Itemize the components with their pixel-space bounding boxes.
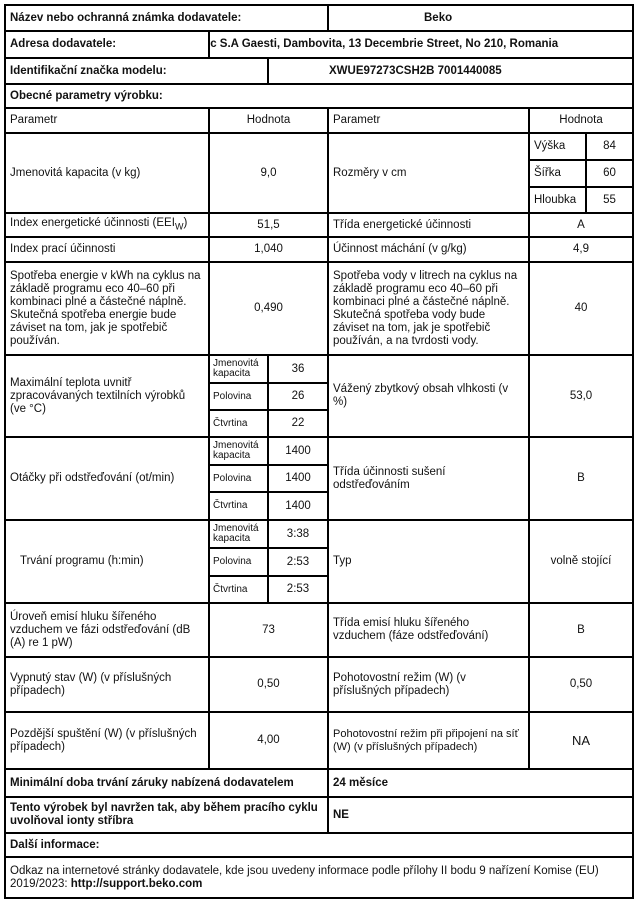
water-value: 40 [527,261,635,356]
supplier-name-label: Název nebo ochranná známka dodavatele: [4,4,329,32]
temperature-label: Maximální teplota uvnitř zpracovávaných … [4,354,210,438]
energy-label: Spotřeba energie v kWh na cyklus na zákl… [4,261,210,356]
product-information-sheet: Název nebo ochranná známka dodavatele: Be… [3,4,635,899]
moisture-value: 53,0 [527,354,635,438]
capacity-value: 9,0 [208,132,329,214]
water-label: Spotřeba vody v litrech na cyklus na zák… [327,261,530,356]
height-value: 84 [584,132,635,161]
dimensions-label: Rozměry v cm [327,132,530,214]
col-value-2: Hodnota [527,107,635,134]
duration-quarter: 2:53 [267,575,329,604]
spin-label: Otáčky při odstřeďování (ot/min) [4,436,210,521]
half-label: Polovina [208,464,269,493]
height-label: Výška [528,132,587,161]
type-label: Typ [327,519,530,604]
warranty-value: 24 měsíce [326,768,635,798]
model-id: XWUE97273CSH2B 7001440085 [266,57,635,85]
type-value: volně stojící [527,519,635,604]
energy-class-value: A [527,212,635,238]
noise-value: 73 [208,602,329,658]
half-label: Polovina [208,382,269,411]
noise-class-label: Třída emisí hluku šířeného vzduchem (fáz… [327,602,530,658]
more-info-title: Další informace: [3,832,635,858]
rinsing-label: Účinnost máchání (v g/kg) [327,236,530,263]
col-value: Hodnota [208,107,329,134]
quarter-label: Čtvrtina [208,575,269,604]
supplier-address-label: Adresa dodavatele: [4,30,210,59]
support-link[interactable]: http://support.beko.com [70,877,203,890]
temperature-quarter: 22 [267,409,329,438]
moisture-label: Vážený zbytkový obsah vlhkosti (v %) [327,354,530,438]
network-standby-label: Pohotovostní režim při připojení na síť … [327,711,530,770]
temperature-half: 26 [267,382,329,411]
rated-label: Jmenovitá kapacita [208,436,269,466]
eei-label: Index energetické účinnosti (EEIW) [4,212,210,238]
delay-label: Pozdější spuštění (W) (v příslušných pří… [4,711,210,770]
more-info: Odkaz na internetové stránky dodavatele,… [3,856,635,899]
energy-class-label: Třída energetické účinnosti [327,212,530,238]
half-label: Polovina [208,547,269,577]
spin-quarter: 1400 [267,491,329,521]
temperature-rated: 36 [267,354,329,384]
standby-value: 0,50 [527,656,635,713]
spin-class-value: B [527,436,635,521]
noise-class-value: B [527,602,635,658]
silver-value: NE [326,796,635,834]
energy-value: 0,490 [208,261,329,356]
quarter-label: Čtvrtina [208,409,269,438]
col-param-2: Parametr [327,107,530,134]
off-label: Vypnutý stav (W) (v příslušných případec… [4,656,210,713]
duration-rated: 3:38 [267,519,329,549]
silver-label: Tento výrobek byl navržen tak, aby během… [4,796,329,834]
off-value: 0,50 [208,656,329,713]
spin-class-label: Třída účinnosti sušení odstřeďováním [327,436,530,521]
spin-rated: 1400 [267,436,329,466]
delay-value: 4,00 [208,711,329,770]
noise-label: Úroveň emisí hluku šířeného vzduchem ve … [4,602,210,658]
rated-label: Jmenovitá kapacita [208,354,269,384]
col-param: Parametr [4,107,210,134]
supplier-name: Beko [326,4,635,32]
capacity-label: Jmenovitá kapacita (v kg) [4,132,210,214]
washing-index-label: Index prací účinnosti [4,236,210,263]
washing-index-value: 1,040 [208,236,329,263]
quarter-label: Čtvrtina [208,491,269,521]
width-label: Šířka [528,159,587,188]
eei-value: 51,5 [208,212,329,238]
general-title: Obecné parametry výrobku: [3,83,635,109]
supplier-address: Arctic S.A Gaesti, Dambovita, 13 Decembr… [207,30,635,59]
warranty-label: Minimální doba trvání záruky nabízená do… [4,768,329,798]
duration-label: Trvání programu (h:min) [4,519,210,604]
width-value: 60 [584,159,635,188]
rinsing-value: 4,9 [527,236,635,263]
depth-label: Hloubka [528,186,587,214]
model-label: Identifikační značka modelu: [4,57,269,85]
network-standby-value: NA [527,711,635,770]
spin-half: 1400 [267,464,329,493]
duration-half: 2:53 [267,547,329,577]
depth-value: 55 [584,186,635,214]
rated-label: Jmenovitá kapacita [208,519,269,549]
standby-label: Pohotovostní režim (W) (v příslušných př… [327,656,530,713]
